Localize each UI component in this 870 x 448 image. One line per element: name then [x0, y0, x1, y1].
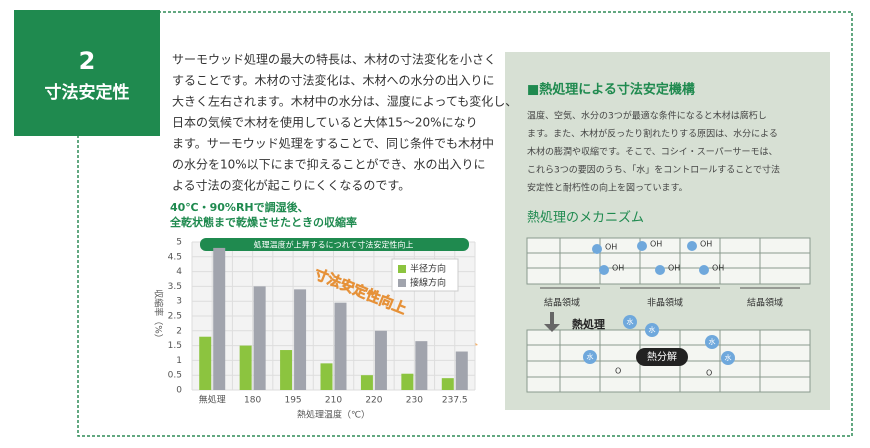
panel-subheading: 熱処理のメカニズム [527, 210, 644, 226]
panel-line: 安定性と耐朽性の向上を図っています。 [527, 182, 688, 194]
water-drop [637, 241, 647, 251]
water-drop [655, 265, 665, 275]
body-line: することです。木材の寸法変化は、木材への水分の出入りに [172, 73, 494, 88]
water-drop [721, 351, 735, 365]
body-line: 大きく左右されます。木材中の水分は、湿度によっても変化し、 [172, 94, 517, 109]
oh-label: OH [668, 264, 680, 273]
bar [280, 350, 293, 390]
bar [455, 351, 468, 390]
oh-label: OH [605, 243, 617, 252]
panel-line: 温度、空気、水分の3つが最適な条件になると木材は腐朽し [527, 110, 767, 122]
badge [14, 10, 160, 136]
bar [213, 247, 226, 390]
o-label: O [706, 369, 712, 378]
frame [77, 11, 853, 437]
water-drop [592, 244, 602, 254]
body-line: ます。サーモウッド処理をすることで、同じ条件でも木材中 [172, 136, 494, 151]
y-tick-label: 0 [176, 386, 182, 396]
panel-line: ます。また、木材が反ったり割れたりする原因は、水分による [527, 128, 778, 140]
water-label: 水 [649, 325, 656, 334]
y-tick-label: 4 [176, 267, 182, 277]
water-drop [705, 335, 719, 349]
water-drop [599, 265, 609, 275]
panel-line: 木材の膨潤や収縮です。そこで、コシイ・スーパーサーモは、 [527, 146, 777, 158]
y-tick-label: 5 [176, 238, 182, 248]
x-tick-label: 230 [406, 396, 423, 406]
legend-swatch [398, 279, 406, 287]
body-line: サーモウッド処理の最大の特長は、木材の寸法変化を小さく [172, 52, 496, 67]
x-tick-label: 210 [325, 396, 342, 406]
water-label: 水 [587, 352, 594, 361]
y-tick-label: 1.5 [168, 341, 182, 351]
panel-line: これら3つの要因のうち、「水」をコントロールすることで寸法 [527, 164, 780, 176]
y-tick-label: 4.5 [168, 252, 182, 262]
water-label: 水 [725, 353, 732, 362]
legend-label: 接線方向 [410, 277, 446, 289]
water-label: 水 [709, 337, 716, 346]
chart-title: 40℃・90%RHで調湿後、 [170, 200, 309, 214]
diagram-label: 結晶領域 [544, 297, 580, 309]
x-tick-label: 無処理 [199, 394, 226, 406]
y-tick-label: 2 [176, 326, 182, 336]
bar [320, 363, 333, 390]
y-tick-label: 3.5 [168, 282, 182, 292]
bar [253, 286, 266, 390]
water-drop [583, 350, 597, 364]
water-drop [623, 315, 637, 329]
banner [200, 238, 469, 251]
chart-title: 全乾状態まで乾燥させたときの収縮率 [169, 215, 357, 229]
legend-swatch [398, 265, 406, 273]
y-axis-label: 収縮率（%） [153, 289, 165, 343]
oh-label: OH [712, 264, 724, 273]
legend-label: 半径方向 [410, 263, 446, 275]
water-drop [699, 265, 709, 275]
y-tick-label: 3 [176, 297, 182, 307]
x-tick-label: 237.5 [442, 396, 468, 406]
bar [294, 289, 307, 390]
diagram-label: 熱分解 [647, 350, 677, 363]
body-line: よる寸法の変化が起こりにくくなるのです。 [172, 178, 410, 193]
x-tick-label: 180 [244, 396, 261, 406]
x-axis-label: 熱処理温度（℃） [297, 409, 370, 421]
o-label: O [615, 367, 621, 376]
y-tick-label: 0.5 [168, 371, 182, 381]
bar [415, 341, 428, 390]
oh-label: OH [612, 264, 624, 273]
bar [360, 375, 373, 390]
water-drop [645, 323, 659, 337]
diagram-label: 結晶領域 [747, 297, 783, 309]
bar [401, 373, 414, 390]
banner-text: 処理温度が上昇するにつれて寸法安定性向上 [254, 240, 414, 250]
badge-title: 寸法安定性 [45, 82, 130, 103]
body-line: 日本の気候で木材を使用していると大体15〜20%になり [172, 115, 478, 130]
x-tick-label: 220 [365, 396, 382, 406]
y-tick-label: 2.5 [168, 312, 182, 322]
bar [199, 336, 212, 390]
bar [374, 330, 387, 390]
diagram [526, 237, 811, 393]
oh-label: OH [650, 240, 662, 249]
badge-number: 2 [79, 47, 96, 75]
bar [441, 378, 454, 390]
diagram-label: 非晶領域 [647, 297, 683, 309]
bar [334, 302, 347, 390]
oh-label: OH [700, 240, 712, 249]
diagram-label: 熱処理 [572, 317, 605, 331]
x-tick-label: 195 [284, 396, 301, 406]
bar [239, 345, 252, 390]
panel-heading: ■熱処理による寸法安定機構 [527, 82, 695, 98]
water-drop [687, 241, 697, 251]
water-label: 水 [627, 317, 634, 326]
body-line: の水分を10%以下にまで抑えることができ、水の出入りに [172, 157, 485, 172]
y-tick-label: 1 [176, 356, 182, 366]
